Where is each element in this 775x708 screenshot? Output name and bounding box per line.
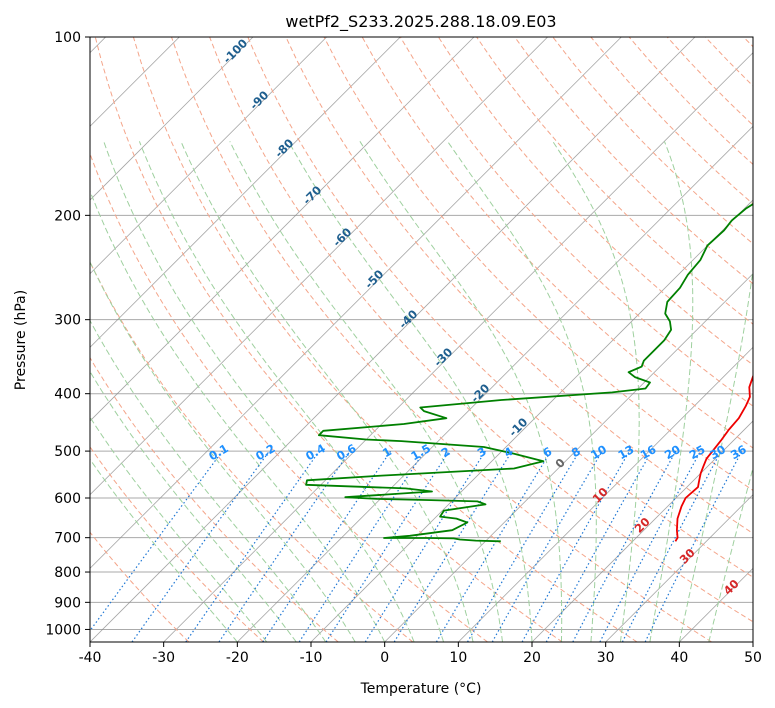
- moist-adiabat-line: [649, 141, 694, 642]
- y-tick-label: 800: [54, 565, 81, 581]
- moist-adiabat-line: [708, 466, 753, 642]
- x-axis-label: Temperature (°C): [360, 681, 482, 697]
- y-tick-label: 200: [54, 208, 81, 224]
- isotherm-line: [90, 37, 696, 642]
- isotherm-line: [90, 37, 254, 201]
- moist-adiabat-line: [552, 141, 640, 642]
- moist-adiabat-line: [359, 141, 563, 642]
- mixing-ratio-label: 20: [662, 442, 683, 462]
- moist-adiabat-line: [90, 319, 327, 642]
- dewpoint-profile-line: [305, 202, 753, 543]
- isotherm-line: [90, 37, 548, 496]
- y-tick-label: 600: [54, 491, 81, 507]
- mixing-ratio-line: [644, 450, 743, 642]
- isotherm-line: [237, 125, 753, 642]
- sounding-profiles: [305, 202, 753, 543]
- x-tick-label: -40: [79, 650, 102, 666]
- mixing-ratio-label: 10: [588, 442, 609, 462]
- mixing-ratio-line: [218, 450, 351, 642]
- dry-adiabat-line: [399, 37, 753, 407]
- isotherm-line: [90, 37, 475, 422]
- x-tick-label: 20: [523, 650, 541, 666]
- mixing-ratio-line: [262, 450, 392, 642]
- y-tick-label: 700: [54, 531, 81, 547]
- x-tick-label: -30: [152, 650, 175, 666]
- moist-adiabat-line: [229, 141, 503, 642]
- mixing-ratio-line: [572, 450, 677, 642]
- isotherm-line: [163, 52, 753, 642]
- mixing-ratio-line: [393, 450, 513, 642]
- mixing-ratio-line: [131, 450, 270, 642]
- x-tick-label: 40: [670, 650, 688, 666]
- x-tick-label: 50: [744, 650, 762, 666]
- mixing-ratio-label: 36: [728, 442, 749, 462]
- dry-adiabat-line: [171, 37, 712, 642]
- mixing-ratio-label: 16: [638, 442, 659, 462]
- dry-adiabat-line: [247, 37, 753, 578]
- mixing-ratio-lines: [90, 450, 743, 642]
- isotherm-line: [605, 494, 753, 642]
- y-tick-label: 300: [54, 313, 81, 329]
- y-axis-label: Pressure (hPa): [13, 290, 29, 390]
- x-tick-label: 0: [380, 650, 389, 666]
- x-tick-label: -10: [300, 650, 323, 666]
- isotherm-line: [90, 37, 401, 348]
- dry-adiabat-line: [132, 37, 638, 642]
- mixing-ratio-line: [90, 450, 223, 632]
- dry-adiabats: [90, 37, 753, 642]
- isotherm-line: [531, 420, 753, 642]
- isotherm-line: [90, 37, 622, 569]
- y-tick-label: 1000: [45, 622, 81, 638]
- moist-adiabats: [90, 141, 753, 642]
- isotherm-line: [90, 37, 327, 275]
- x-axis-ticks: -40 -30 -20 -10 0 10 20 30 40 50: [79, 642, 762, 666]
- moist-adiabat-line: [103, 141, 415, 642]
- moist-adiabat-line: [180, 141, 474, 642]
- dry-adiabat-line: [285, 37, 753, 535]
- moist-adiabat-line: [678, 265, 753, 642]
- dry-adiabat-line: [90, 446, 264, 642]
- y-tick-label: 100: [54, 30, 81, 46]
- dry-adiabat-line: [361, 37, 753, 449]
- y-axis-ticks: 100 200 300 400 500 600 700 800 900 1000: [45, 30, 90, 638]
- y-tick-label: 500: [54, 444, 81, 460]
- y-tick-label: 400: [54, 387, 81, 403]
- temperature-profile-line: [674, 373, 753, 542]
- dry-adiabat-line: [94, 37, 563, 642]
- moist-adiabat-line: [288, 141, 533, 642]
- dry-adiabat-line: [90, 531, 190, 642]
- dry-adiabat-line: [323, 37, 753, 491]
- mixing-ratio-line: [521, 450, 631, 642]
- mixing-ratio-label: 25: [687, 442, 708, 462]
- x-tick-label: -20: [226, 650, 249, 666]
- dry-adiabat-line: [90, 152, 488, 642]
- dry-adiabat-line: [209, 37, 753, 623]
- mixing-ratio-line: [325, 450, 450, 642]
- moist-adiabat-line: [90, 260, 356, 642]
- moist-adiabat-line: [90, 370, 297, 642]
- chart-title: wetPf2_S233.2025.288.18.09.E03: [285, 12, 556, 32]
- x-tick-label: 30: [597, 650, 615, 666]
- moist-adiabat-line: [90, 189, 386, 642]
- y-tick-label: 900: [54, 595, 81, 611]
- mixing-ratio-line: [185, 450, 320, 642]
- x-tick-label: 10: [449, 650, 467, 666]
- dry-adiabat-line: [514, 37, 753, 285]
- dry-adiabat-line: [437, 37, 753, 366]
- mixing-ratio-label: 13: [616, 442, 637, 462]
- mixing-ratio-line: [545, 450, 653, 642]
- dry-adiabat-line: [90, 356, 339, 642]
- mixing-ratio-label: 30: [707, 442, 728, 462]
- plot-area: [90, 37, 753, 642]
- plot-frame: [89, 36, 754, 643]
